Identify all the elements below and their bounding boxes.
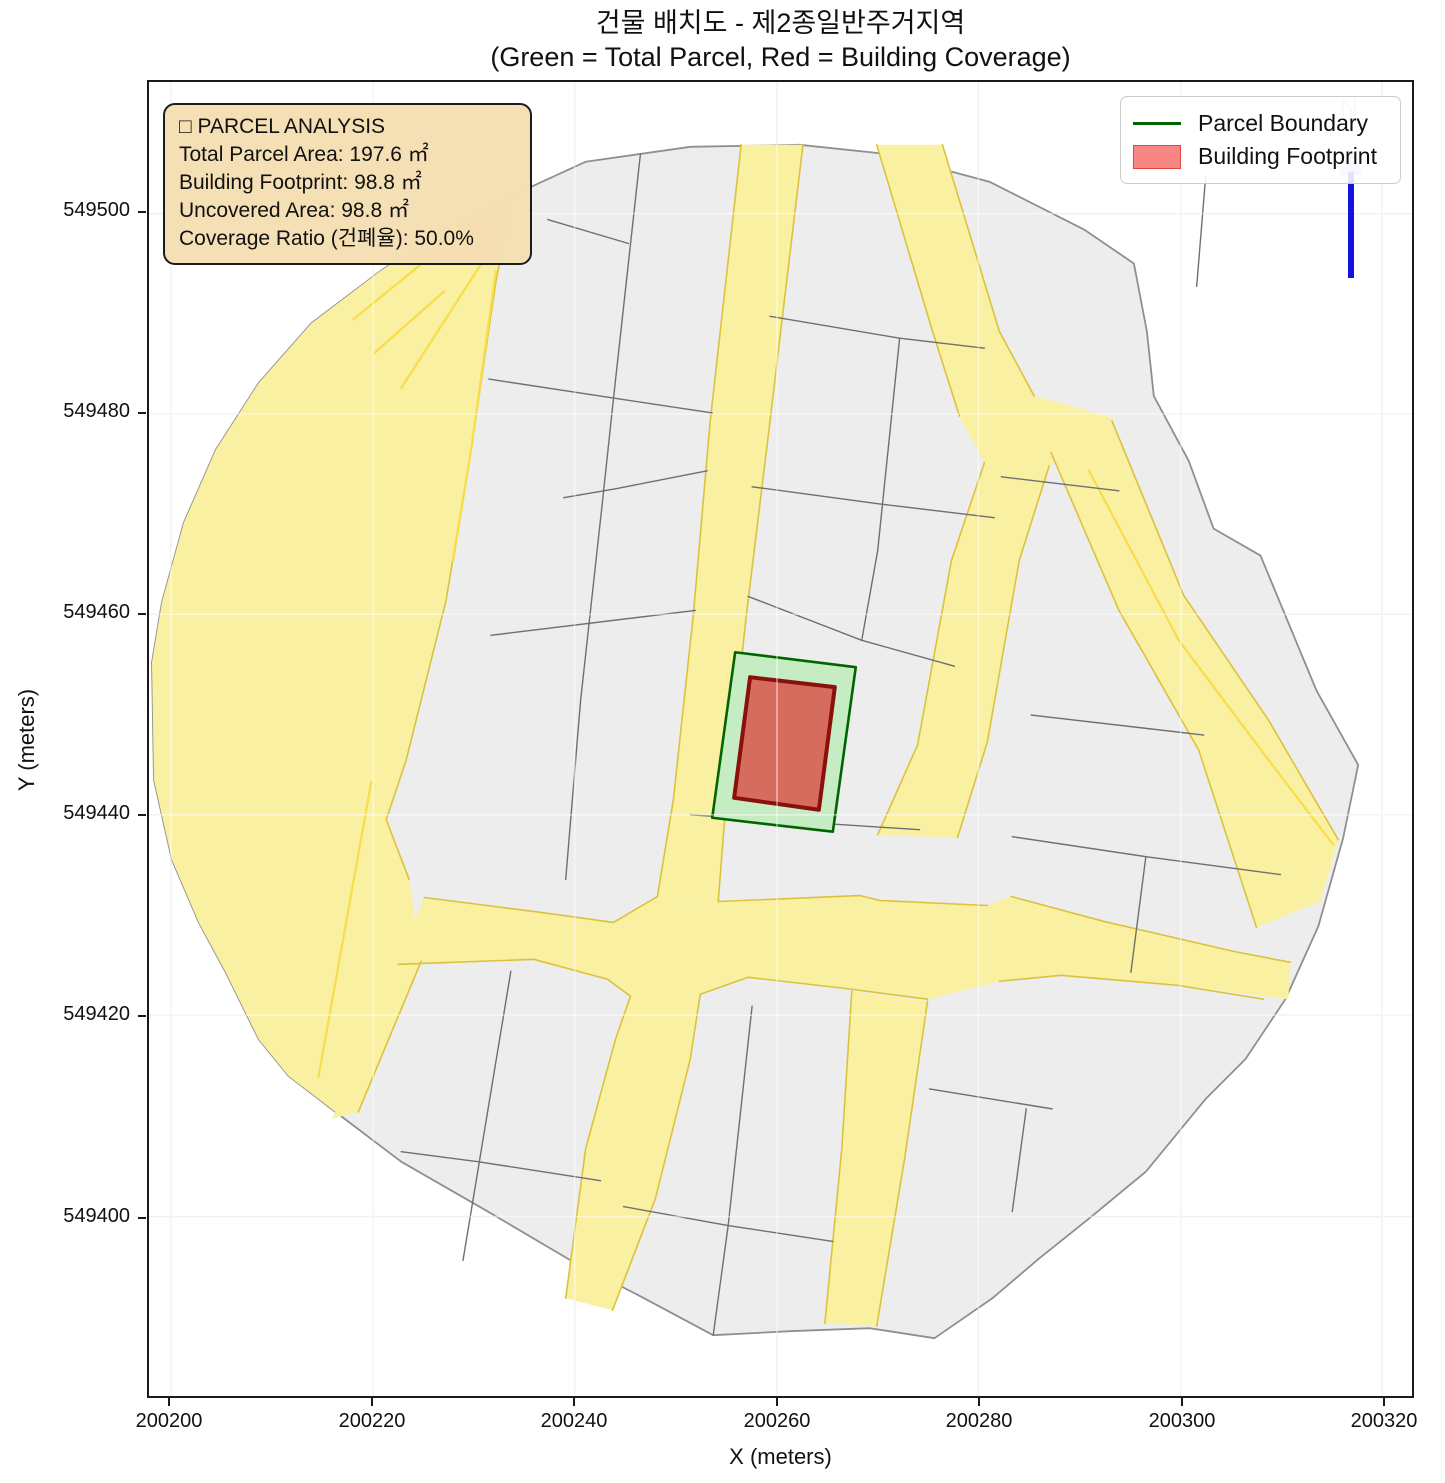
north-arrow-shaft [1348,172,1354,278]
parcel-line [562,470,708,499]
road-edge [998,974,1265,1001]
road-edge [824,990,853,1325]
road-edge [1010,895,1292,964]
road-edge [876,462,986,836]
x-tick-mark [168,1398,170,1406]
y-tick-mark [138,412,146,414]
legend-label: Building Footprint [1198,143,1377,169]
parcel-line [1000,476,1120,492]
x-tick-mark [1383,1398,1385,1406]
building-footprint-patch-swatch [1133,144,1181,169]
parcel-line [861,337,901,641]
road-edge [717,894,989,907]
x-tick-mark [978,1398,980,1406]
plot-title-block: 건물 배치도 - 제2종일반주거지역 (Green = Total Parcel… [147,6,1414,74]
x-tick-label: 200200 [135,1410,203,1432]
road-edge [875,1000,929,1328]
parcel-boundary-line-swatch [1133,122,1181,125]
legend-label: Parcel Boundary [1198,110,1369,136]
total-parcel-area: Total Parcel Area: 197.6 ㎡ [179,143,429,166]
road-northeast-diagonal [876,144,1114,466]
road-edge [941,144,1035,397]
parcel-analysis-heading: □ PARCEL ANALYSIS [179,115,386,138]
parcel-line [1130,855,1147,973]
plot-title: 건물 배치도 - 제2종일반주거지역 [595,8,966,38]
parcel-line [751,486,996,519]
road-horizontal-main [398,895,1291,1017]
x-axis-label: X (meters) [729,1444,832,1469]
parcel-line [488,378,713,414]
x-tick-label: 200280 [945,1410,1013,1432]
y-tick-label: 549420 [63,1003,130,1025]
road-accent-line [400,255,488,390]
parcel-line [622,1205,834,1243]
parcel-line [1195,176,1207,288]
road-edge [699,976,929,1001]
parcel-line [747,595,956,667]
x-tick-mark [573,1398,575,1406]
building-footprint [732,675,837,812]
x-tick-label: 200320 [1350,1410,1418,1432]
road-edge [956,465,1050,839]
parcel-line [928,1088,1053,1110]
building-footprint-area: Building Footprint: 98.8 ㎡ [179,171,422,194]
parcel-line [547,218,630,245]
parcel-line [1011,1108,1027,1213]
road-center-vertical [657,144,803,902]
y-tick-label: 549500 [63,199,130,221]
parcel-map [149,82,1412,1396]
x-tick-label: 200220 [338,1410,406,1432]
parcel-line [462,970,512,1262]
y-tick-label: 549400 [63,1205,130,1227]
road-edge [357,960,422,1113]
coverage-ratio: Coverage Ratio (건폐율): 50.0% [179,227,474,250]
legend: Parcel Boundary Building Footprint [1120,96,1401,184]
road-edge [1050,452,1258,929]
road-edge [1111,420,1340,841]
road-left-band [151,193,514,1119]
road-edge [385,195,514,881]
parcel-analysis-box: □ PARCEL ANALYSIS Total Parcel Area: 197… [163,103,532,265]
y-tick-mark [138,1015,146,1017]
road-branch-down-left [877,460,1050,838]
parcel-line [400,1151,602,1182]
x-tick-label: 200240 [540,1410,608,1432]
y-tick-mark [138,211,146,213]
y-tick-mark [138,613,146,615]
y-tick-mark [138,814,146,816]
road-edge [656,144,742,898]
y-tick-label: 549480 [63,400,130,422]
x-tick-label: 200300 [1148,1410,1216,1432]
road-accent-line [373,290,446,355]
parcel-line [1030,714,1205,736]
y-tick-mark [138,1217,146,1219]
x-tick-mark [371,1398,373,1406]
road-edge [564,995,632,1300]
map-plot-area [147,80,1414,1398]
road-accent-line [352,257,430,321]
road-southeast-diagonal [1051,420,1339,928]
x-tick-mark [776,1398,778,1406]
road-accent-line [1087,469,1335,846]
road-branch-lower [824,991,928,1327]
uncovered-area: Uncovered Area: 98.8 ㎡ [179,199,409,222]
legend-item-parcel-boundary: Parcel Boundary [1133,107,1388,140]
x-tick-mark [1181,1398,1183,1406]
legend-item-building-footprint: Building Footprint [1133,140,1388,173]
y-tick-label: 549440 [63,802,130,824]
x-tick-label: 200260 [743,1410,811,1432]
road-accent-line [451,270,497,562]
road-south-vertical [565,994,701,1311]
parcel-line [564,153,642,881]
road-edge [717,144,804,903]
plot-subtitle: (Green = Total Parcel, Red = Building Co… [490,42,1071,72]
road-accent-line [317,780,373,1079]
road-edge [875,144,961,417]
road-edge [611,993,702,1312]
road-edge [397,958,632,998]
y-tick-label: 549460 [63,601,130,623]
road-edge [423,895,659,924]
y-axis-label: Y (meters) [14,688,39,792]
